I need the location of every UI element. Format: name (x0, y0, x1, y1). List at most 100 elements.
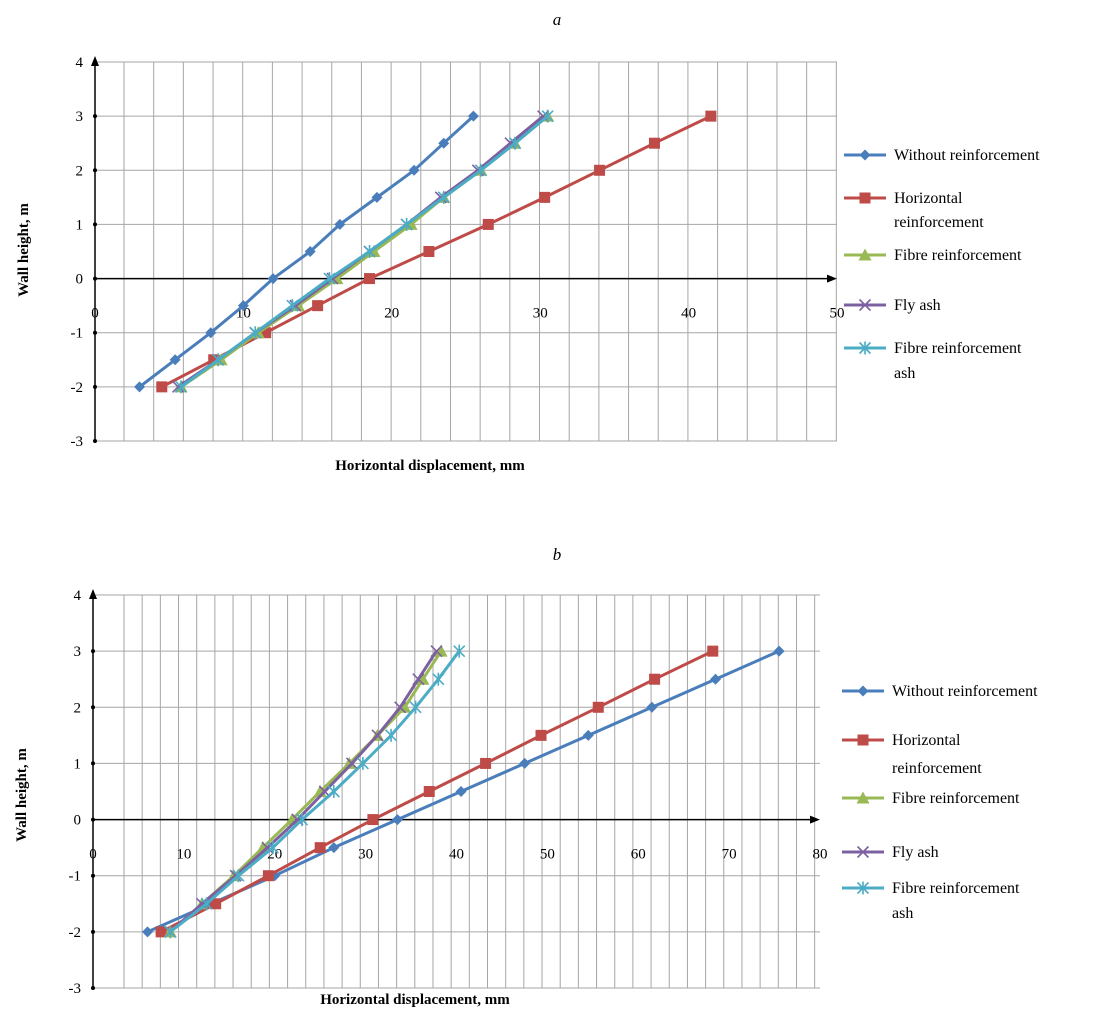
data-point (363, 245, 376, 258)
data-point (482, 218, 494, 230)
x-tick-label: 30 (358, 847, 373, 863)
legend-item: Fibre reinforcement ash (844, 340, 1022, 382)
legend-label-line: ash (892, 905, 913, 922)
data-point (432, 672, 445, 686)
data-point (232, 869, 245, 883)
data-point (330, 272, 344, 285)
y-tick (93, 60, 97, 64)
data-point (409, 700, 422, 714)
x-axis-title: Horizontal displacement, mm (320, 992, 510, 1008)
series-fibre-reinforcement-ash (175, 109, 554, 394)
legend-label: Fibre reinforcement ash (892, 880, 1020, 922)
y-tick (91, 649, 95, 654)
x-tick-label: 70 (722, 847, 737, 863)
y-tick (93, 276, 97, 281)
y-axis-title: Wall height, m (16, 203, 32, 297)
data-point (391, 814, 403, 826)
data-point (142, 926, 154, 938)
data-point (210, 898, 222, 910)
legend-label: Without reinforcement (892, 683, 1038, 700)
legend-label: Without reinforcement (894, 147, 1040, 164)
series-line (177, 114, 545, 389)
legend-label-line: Without reinforcement (894, 147, 1040, 164)
legend-marker (856, 791, 870, 804)
data-point (649, 673, 661, 685)
data-point (367, 814, 379, 826)
data-point (594, 164, 606, 176)
legend-marker (856, 845, 870, 859)
legend-label-line: Fly ash (894, 297, 941, 314)
data-point (404, 217, 418, 230)
data-point (400, 217, 413, 231)
data-point (208, 354, 220, 366)
legend-marker (856, 881, 870, 895)
legend-item: Horizontal reinforcement (844, 190, 984, 231)
data-point (249, 326, 262, 340)
y-tick (93, 114, 97, 119)
legend-item: Fibre reinforcement (842, 790, 1020, 807)
data-point (646, 701, 658, 713)
y-tick-label: 3 (74, 644, 82, 660)
data-point (705, 110, 717, 122)
legend-label-line: Horizontal (894, 190, 963, 207)
x-tick-label: 10 (176, 847, 191, 863)
x-tick-label: 50 (830, 306, 845, 322)
data-point (408, 164, 420, 176)
y-tick-label: 4 (76, 55, 84, 71)
data-point (467, 110, 479, 122)
data-point (423, 786, 435, 797)
y-tick (91, 873, 95, 878)
y-tick (93, 439, 97, 443)
data-point (709, 673, 721, 685)
x-tick-label: 80 (813, 847, 828, 863)
axes (91, 56, 837, 443)
y-tick (91, 986, 95, 990)
legend-item: Fibre reinforcement ash (842, 880, 1020, 922)
legend: Without reinforcement Horizontal reinforce… (842, 683, 1038, 922)
legend-label-line: Fibre reinforcement (892, 790, 1020, 807)
data-point (508, 136, 522, 150)
data-point (334, 218, 346, 230)
data-point (412, 673, 425, 686)
series-without-reinforcement (142, 645, 785, 938)
x-tick-label: 60 (631, 847, 646, 863)
legend-label-line: Horizontal (892, 732, 961, 749)
data-point (169, 354, 181, 366)
data-point (773, 645, 785, 657)
y-tick-label: -2 (71, 380, 84, 396)
data-point (134, 381, 146, 393)
data-point (535, 729, 547, 741)
legend-label: Horizontal reinforcement (894, 190, 984, 231)
legend-marker (857, 685, 869, 697)
legend-label: Fly ash (892, 844, 939, 861)
legend-item: Fibre reinforcement (844, 247, 1022, 264)
legend-item: Horizontal reinforcement (842, 732, 982, 777)
series-horizontal-reinforcement (155, 645, 719, 938)
data-point (261, 841, 274, 854)
legend-label: Horizontal reinforcement (892, 732, 982, 777)
data-point (707, 645, 719, 657)
data-point (200, 897, 213, 911)
data-point (423, 246, 435, 257)
y-tick-label: 2 (74, 700, 82, 716)
y-tick (93, 222, 97, 227)
legend-label: Fly ash (894, 297, 941, 314)
grid (93, 594, 820, 989)
x-tick-label: 0 (91, 306, 99, 322)
legend-marker (859, 192, 871, 204)
legend-label: Fibre reinforcement (892, 790, 1020, 807)
data-point (582, 729, 594, 741)
x-axis-arrow (827, 274, 837, 283)
y-tick-label: 2 (76, 163, 84, 179)
x-tick-label: 0 (89, 847, 97, 863)
y-tick-label: 0 (74, 813, 82, 829)
y-tick (91, 817, 95, 822)
legend-label-line: reinforcement (892, 760, 982, 777)
data-point (592, 701, 604, 713)
data-point (164, 925, 177, 939)
series-fibre-reinforcement-ash (164, 644, 466, 939)
data-point (260, 327, 272, 339)
data-point (541, 109, 554, 123)
x-tick-label: 20 (384, 306, 399, 322)
